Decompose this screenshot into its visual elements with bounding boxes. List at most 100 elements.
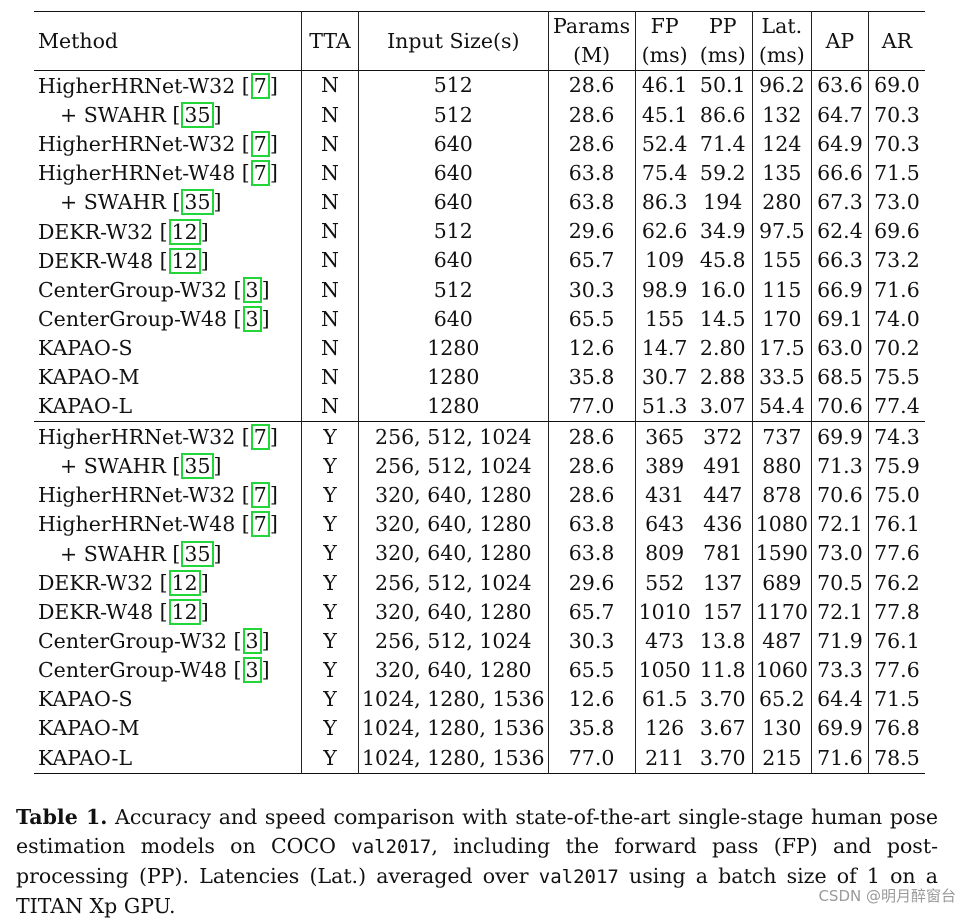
cell-params: 63.8 [548,510,635,539]
cell-tta: Y [302,422,359,452]
cell-ap: 68.5 [811,363,868,392]
citation-link[interactable]: 3 [243,306,262,332]
citation-link[interactable]: 7 [251,482,270,508]
cell-ar: 75.5 [868,363,925,392]
cell-input: 1024, 1280, 1536 [359,685,549,714]
cell-lat: 33.5 [752,363,811,392]
table-header-row: Method TTA Input Size(s) Params(M) FP(ms… [34,12,925,71]
cell-tta: Y [302,568,359,597]
cell-lat: 280 [752,188,811,217]
method-name: KAPAO-L [38,394,132,418]
cell-ap: 63.0 [811,334,868,363]
citation-link[interactable]: 12 [169,219,201,245]
method-name: KAPAO-M [38,365,139,389]
cell-pp: 59.2 [694,159,753,188]
cell-fp: 30.7 [635,363,694,392]
cell-ap: 62.4 [811,217,868,246]
cell-input: 320, 640, 1280 [359,539,549,568]
method-name: DEKR-W48 [38,249,153,273]
cell-tta: N [302,159,359,188]
cell-params: 12.6 [548,685,635,714]
cell-lat: 54.4 [752,392,811,422]
cell-method: HigherHRNet-W32 [7] [34,422,302,452]
cell-tta: N [302,71,359,101]
cell-method: HigherHRNet-W48 [7] [34,159,302,188]
citation-link[interactable]: 7 [251,131,270,157]
citation-link[interactable]: 7 [251,73,270,99]
cell-tta: N [302,129,359,158]
cell-lat: 1080 [752,510,811,539]
citation-link[interactable]: 12 [169,570,201,596]
cell-ap: 70.6 [811,481,868,510]
citation-link[interactable]: 7 [251,160,270,186]
citation-link[interactable]: 35 [181,102,213,128]
method-name: CenterGroup-W32 [38,629,227,653]
caption-code-a: val2017 [351,836,431,858]
citation-link[interactable]: 3 [243,277,262,303]
cell-method: DEKR-W48 [12] [34,597,302,626]
cell-params: 65.7 [548,597,635,626]
cell-fp: 46.1 [635,71,694,101]
cell-params: 28.6 [548,481,635,510]
cell-tta: N [302,217,359,246]
citation-link[interactable]: 35 [181,453,213,479]
table-caption: Table 1. Accuracy and speed comparison w… [16,803,938,921]
cell-params: 28.6 [548,422,635,452]
cell-ap: 69.1 [811,305,868,334]
citation-link[interactable]: 35 [181,189,213,215]
cell-fp: 14.7 [635,334,694,363]
cell-input: 1280 [359,363,549,392]
method-name: DEKR-W32 [38,220,153,244]
cell-tta: Y [302,539,359,568]
citation-link[interactable]: 35 [181,541,213,567]
cell-fp: 809 [635,539,694,568]
cell-tta: Y [302,743,359,773]
cell-params: 65.7 [548,246,635,275]
cell-ap: 64.4 [811,685,868,714]
cell-lat: 115 [752,275,811,304]
cell-method: CenterGroup-W48 [3] [34,656,302,685]
cell-method: + SWAHR [35] [34,539,302,568]
citation-link[interactable]: 12 [169,599,201,625]
cell-ar: 77.6 [868,539,925,568]
cell-tta: N [302,100,359,129]
cell-params: 35.8 [548,363,635,392]
cell-pp: 71.4 [694,129,753,158]
cell-ar: 70.2 [868,334,925,363]
cell-input: 512 [359,100,549,129]
cell-pp: 491 [694,451,753,480]
cell-method: CenterGroup-W48 [3] [34,305,302,334]
cell-params: 65.5 [548,305,635,334]
cell-ap: 64.9 [811,129,868,158]
header-ar: AR [868,12,925,71]
citation-link[interactable]: 3 [243,628,262,654]
cell-fp: 126 [635,714,694,743]
citation-link[interactable]: 12 [169,248,201,274]
cell-fp: 431 [635,481,694,510]
citation-link[interactable]: 7 [251,424,270,450]
method-name: KAPAO-S [38,687,133,711]
cell-pp: 2.88 [694,363,753,392]
cell-method: + SWAHR [35] [34,100,302,129]
cell-pp: 157 [694,597,753,626]
cell-pp: 16.0 [694,275,753,304]
citation-link[interactable]: 7 [251,511,270,537]
cell-pp: 45.8 [694,246,753,275]
cell-input: 512 [359,217,549,246]
cell-pp: 3.70 [694,685,753,714]
cell-ar: 69.6 [868,217,925,246]
cell-params: 63.8 [548,188,635,217]
cell-method: CenterGroup-W32 [3] [34,275,302,304]
cell-tta: Y [302,627,359,656]
citation-link[interactable]: 3 [243,657,262,683]
